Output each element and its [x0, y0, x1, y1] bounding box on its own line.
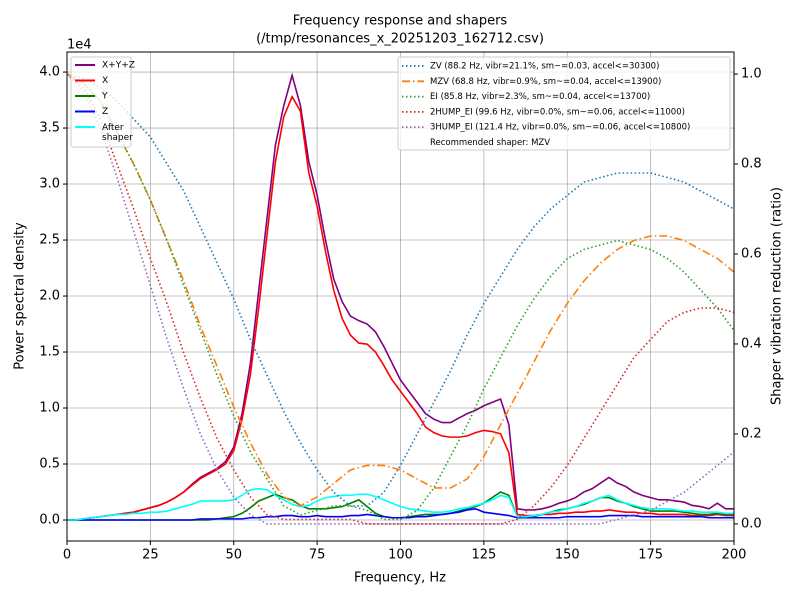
- legend-label: Z: [102, 107, 108, 117]
- y2-tick-label: 0.6: [741, 246, 762, 261]
- series-line: [67, 487, 734, 521]
- legend-label: Y: [101, 92, 108, 102]
- legend-label: EI (85.8 Hz, vibr=2.3%, sm~=0.04, accel<…: [430, 92, 650, 102]
- legend2-box: [397, 56, 731, 151]
- x-tick-label: 100: [388, 548, 413, 563]
- series-line: [67, 73, 734, 507]
- recommended-shaper: Recommended shaper: MZV: [430, 138, 550, 148]
- y-tick-label: 3.0: [39, 177, 60, 192]
- chart-title: Frequency response and shapers: [293, 14, 508, 29]
- legend-label: After shaper: [102, 123, 133, 143]
- y-tick-label: 1.0: [39, 401, 60, 416]
- x-tick-label: 0: [63, 548, 71, 563]
- y2-tick-label: 0.4: [741, 336, 762, 351]
- legend-label: X: [102, 76, 108, 86]
- series-line: [67, 73, 734, 525]
- x-tick-label: 175: [638, 548, 663, 563]
- legend: X+Y+Z XYZ After shaper: [70, 56, 135, 148]
- legend-label: MZV (68.8 Hz, vibr=0.9%, sm~=0.04, accel…: [430, 77, 661, 87]
- legend2: ZV (88.2 Hz, vibr=21.1%, sm~=0.03, accel…: [397, 56, 731, 151]
- x-tick-label: 125: [471, 548, 496, 563]
- series-line: [67, 73, 734, 525]
- y-tick-label: 2.5: [39, 233, 60, 248]
- y2-axis-label: Shaper vibration reduction (ratio): [770, 187, 785, 405]
- legend-label: 3HUMP_EI (121.4 Hz, vibr=0.0%, sm~=0.06,…: [430, 123, 690, 133]
- y-tick-label: 2.0: [39, 289, 60, 304]
- chart-subtitle: (/tmp/resonances_x_20251203_162712.csv): [256, 32, 544, 47]
- legend-label: X+Y+Z: [102, 61, 135, 71]
- x-axis-label: Frequency, Hz: [354, 571, 446, 586]
- x-tick-label: 75: [309, 548, 326, 563]
- y-tick-label: 0.0: [39, 513, 60, 528]
- series-line: [67, 73, 734, 521]
- legend-label: ZV (88.2 Hz, vibr=21.1%, sm~=0.03, accel…: [430, 62, 659, 72]
- y-tick-label: 3.5: [39, 121, 60, 136]
- series-line: [67, 94, 734, 521]
- y-tick-label: 0.5: [39, 457, 60, 472]
- y2-tick-label: 0.0: [741, 516, 762, 531]
- legend-label: 2HUMP_EI (99.6 Hz, vibr=0.0%, sm~=0.06, …: [430, 107, 685, 117]
- x-tick-label: 25: [142, 548, 159, 563]
- y2-tick-label: 1.0: [741, 67, 762, 82]
- y-offset-label: 1e4: [67, 38, 92, 53]
- x-tick-label: 50: [225, 548, 242, 563]
- y-axis-label: Power spectral density: [13, 222, 28, 370]
- y-tick-label: 1.5: [39, 345, 60, 360]
- x-tick-label: 200: [722, 548, 747, 563]
- y2-tick-label: 0.8: [741, 157, 762, 172]
- y2-tick-label: 0.2: [741, 426, 762, 441]
- series-line: [67, 73, 734, 507]
- x-tick-label: 150: [555, 548, 580, 563]
- plot-frame: [66, 51, 735, 542]
- series-line: [67, 507, 734, 521]
- y-tick-label: 4.0: [39, 65, 60, 80]
